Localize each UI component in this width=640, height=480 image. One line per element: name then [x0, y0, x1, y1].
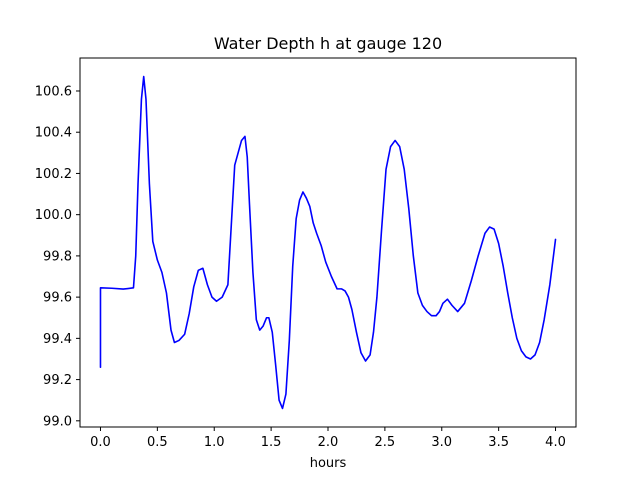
y-axis-ticks: 99.0 99.2 99.4 99.6 99.8 100.0 100.2 100.4 100.6: [35, 84, 80, 429]
plot-layer: [99, 75, 557, 410]
x-axis-ticks: 0.0 0.5 1.0 1.5 2.0 2.5 3.0 3.5 4.0: [90, 427, 566, 450]
y-tick-label: 99.0: [43, 414, 72, 429]
x-tick-label: 0.0: [90, 435, 111, 450]
x-tick-label: 0.5: [147, 435, 168, 450]
series-line-0: [99, 75, 557, 410]
x-axis-label: hours: [310, 456, 347, 471]
plot-area: [80, 58, 576, 427]
x-tick-label: 2.0: [318, 435, 339, 450]
y-tick-label: 99.4: [43, 332, 72, 347]
y-tick-label: 100.4: [35, 126, 72, 141]
x-tick-label: 3.5: [488, 435, 509, 450]
y-tick-label: 99.2: [43, 373, 72, 388]
x-tick-label: 3.0: [431, 435, 452, 450]
axes-frame: [79, 57, 577, 428]
x-tick-label: 1.0: [204, 435, 225, 450]
chart-title: Water Depth h at gauge 120: [214, 34, 442, 53]
y-tick-label: 100.2: [35, 167, 72, 182]
x-tick-label: 1.5: [261, 435, 282, 450]
x-tick-label: 2.5: [375, 435, 396, 450]
y-tick-label: 99.6: [43, 291, 72, 306]
y-tick-label: 100.6: [35, 84, 72, 99]
y-tick-label: 99.8: [43, 249, 72, 264]
y-tick-label: 100.0: [35, 208, 72, 223]
x-tick-label: 4.0: [545, 435, 566, 450]
